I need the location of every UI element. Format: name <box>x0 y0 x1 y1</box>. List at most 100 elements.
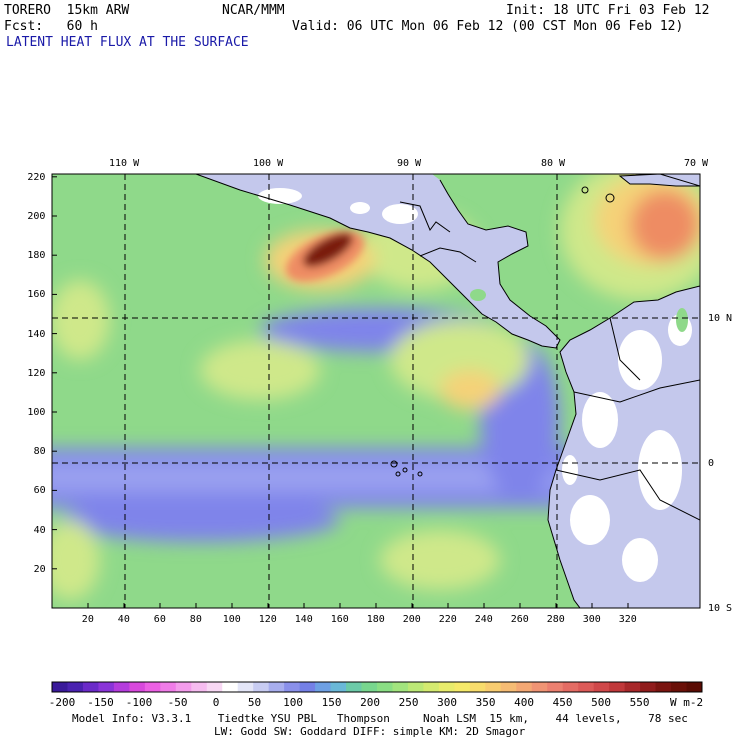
x-tick-label: 100 <box>222 614 241 625</box>
colorbar-swatch <box>686 682 703 692</box>
colorbar-swatch <box>377 682 393 692</box>
colorbar-swatch <box>299 682 316 692</box>
latitude-label: 10 N <box>708 313 733 324</box>
colorbar-label: 50 <box>247 696 262 709</box>
colorbar-swatch <box>144 682 161 692</box>
colorbar-swatch <box>191 682 208 692</box>
colorbar-swatch <box>671 682 688 692</box>
colorbar-swatch <box>578 682 595 692</box>
colorbar-swatch <box>392 682 409 692</box>
longitude-label: 80 W <box>541 158 566 169</box>
colorbar-swatch <box>624 682 641 692</box>
x-tick-label: 200 <box>402 614 421 625</box>
colorbar-label: 350 <box>475 696 496 709</box>
axis-ticks <box>52 176 629 608</box>
init-time: Init: 18 UTC Fri 03 Feb 12 <box>506 3 710 18</box>
longitude-label: 70 W <box>684 158 709 169</box>
colorbar-swatch <box>330 682 347 692</box>
y-tick-label: 60 <box>33 485 46 497</box>
colorbar-swatch <box>98 682 115 692</box>
colorbar-swatch <box>500 682 517 692</box>
x-tick-label: 60 <box>153 614 166 625</box>
lakes <box>470 289 688 332</box>
colorbar-swatch <box>531 682 548 692</box>
colorbar-label: 100 <box>283 696 303 709</box>
colorbar-swatch <box>562 682 579 692</box>
colorbar-swatch <box>82 682 99 692</box>
colorbar-swatch <box>129 682 146 692</box>
y-tick-label: 180 <box>27 250 46 262</box>
longitude-label: 100 W <box>253 158 284 169</box>
colorbar-label: -200 <box>48 696 76 709</box>
x-tick-label: 220 <box>438 614 457 625</box>
forecast-hour: Fcst: 60 h <box>4 19 98 34</box>
colorbar-label: 300 <box>437 696 457 709</box>
coastlines <box>195 174 700 608</box>
y-tick-label: 20 <box>33 563 46 575</box>
colorbar-swatch <box>423 682 440 692</box>
colorbar-swatch <box>361 682 378 692</box>
colorbar-label: 400 <box>514 696 534 709</box>
colorbar-swatch <box>237 682 254 692</box>
colorbar-swatch <box>206 682 223 692</box>
x-tick-label: 40 <box>117 614 130 625</box>
colorbar-swatch <box>593 682 610 692</box>
colorbar-swatch <box>438 682 455 692</box>
colorbar-swatch <box>253 682 270 692</box>
caribbean-islands <box>620 174 700 186</box>
tehuantepec-plume <box>286 230 364 282</box>
y-tick-label: 220 <box>27 171 46 183</box>
x-tick-label: 80 <box>189 614 202 625</box>
colorbar-swatch <box>160 682 177 692</box>
longitude-label: 110 W <box>109 158 140 169</box>
x-tick-label: 120 <box>258 614 277 625</box>
colorbar-swatch <box>454 682 471 692</box>
colorbar-frame <box>51 681 703 693</box>
y-tick-label: 80 <box>33 446 46 458</box>
colorbar-swatch <box>175 682 192 692</box>
x-tick-label: 300 <box>582 614 601 625</box>
colorbar-label: -100 <box>125 696 153 709</box>
x-tick-label: 160 <box>330 614 349 625</box>
agency-name: NCAR/MMM <box>222 3 285 18</box>
model-info-line2: LW: Godd SW: Goddard DIFF: simple KM: 2D… <box>214 725 526 738</box>
central-america <box>196 174 560 348</box>
colorbar-label: 250 <box>398 696 419 709</box>
colorbar-label: 500 <box>591 696 611 709</box>
colorbar-swatch <box>346 682 363 692</box>
colorbar-label: 450 <box>552 696 573 709</box>
latitude-label: 10 S <box>708 603 733 614</box>
field-title: LATENT HEAT FLUX AT THE SURFACE <box>6 35 249 50</box>
colorbar-label: 150 <box>321 696 342 709</box>
colorbar-swatch <box>284 682 301 692</box>
model-info-line1: Model Info: V3.3.1 Tiedtke YSU PBL Thomp… <box>72 712 688 725</box>
colorbar-swatch <box>268 682 285 692</box>
longitude-label: 90 W <box>397 158 422 169</box>
highland-patches <box>258 188 692 582</box>
x-tick-label: 180 <box>366 614 385 625</box>
colorbar-label: -150 <box>87 696 114 709</box>
colorbar-label: 0 <box>212 696 220 709</box>
valid-time: Valid: 06 UTC Mon 06 Feb 12 (00 CST Mon … <box>292 19 684 34</box>
flux-shading <box>52 174 700 600</box>
latlon-grid <box>52 174 700 608</box>
y-tick-label: 100 <box>27 407 46 418</box>
latitude-label: 0 <box>708 458 715 469</box>
x-tick-label: 260 <box>510 614 529 625</box>
y-tick-label: 160 <box>27 289 46 301</box>
y-tick-label: 120 <box>27 367 46 379</box>
colorbar-swatch <box>113 682 130 692</box>
colorbar-swatch <box>640 682 657 692</box>
y-tick-label: 200 <box>27 211 46 222</box>
colorbar <box>52 682 703 692</box>
colorbar-swatch <box>547 682 564 692</box>
colorbar-label: 200 <box>360 696 380 709</box>
colorbar-swatch <box>222 682 239 692</box>
colorbar-swatch <box>67 682 84 692</box>
x-tick-label: 240 <box>474 614 493 625</box>
colorbar-label: 550 <box>629 696 650 709</box>
colorbar-swatch <box>52 682 68 692</box>
y-tick-label: 40 <box>33 524 46 536</box>
x-tick-label: 140 <box>294 614 313 625</box>
y-tick-label: 140 <box>27 328 46 340</box>
